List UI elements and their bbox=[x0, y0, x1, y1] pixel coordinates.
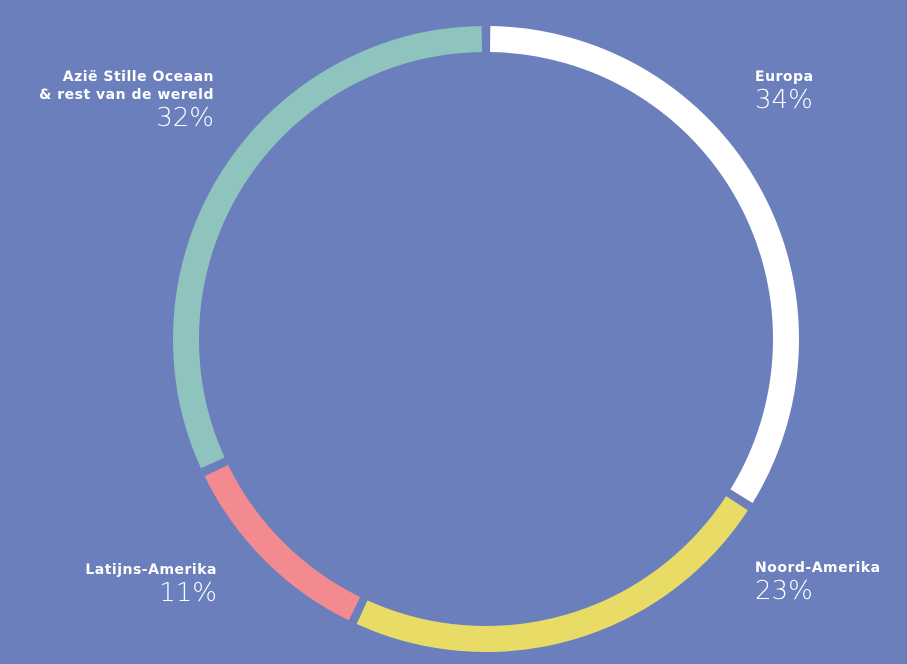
value-label: 23% bbox=[755, 576, 813, 606]
segment-label: Latijns-Amerika 11% bbox=[85, 561, 217, 607]
category-name: Azië Stille Oceaan & rest van de wereld bbox=[39, 69, 214, 103]
segment-label: Noord-Amerika 23% bbox=[755, 559, 881, 605]
donut-segment bbox=[489, 26, 799, 503]
category-name: Europa bbox=[755, 69, 814, 85]
segment-label: Europa 34% bbox=[755, 68, 814, 114]
segment-label: Azië Stille Oceaan & rest van de wereld 3… bbox=[39, 68, 214, 132]
value-label: 32% bbox=[156, 103, 214, 133]
donut-segment bbox=[356, 496, 748, 652]
category-name: Latijns-Amerika bbox=[85, 562, 217, 578]
donut-segment bbox=[204, 464, 361, 621]
value-label: 34% bbox=[755, 85, 813, 115]
value-label: 11% bbox=[159, 578, 217, 608]
donut-segment bbox=[173, 26, 483, 469]
category-name: Noord-Amerika bbox=[755, 560, 881, 576]
